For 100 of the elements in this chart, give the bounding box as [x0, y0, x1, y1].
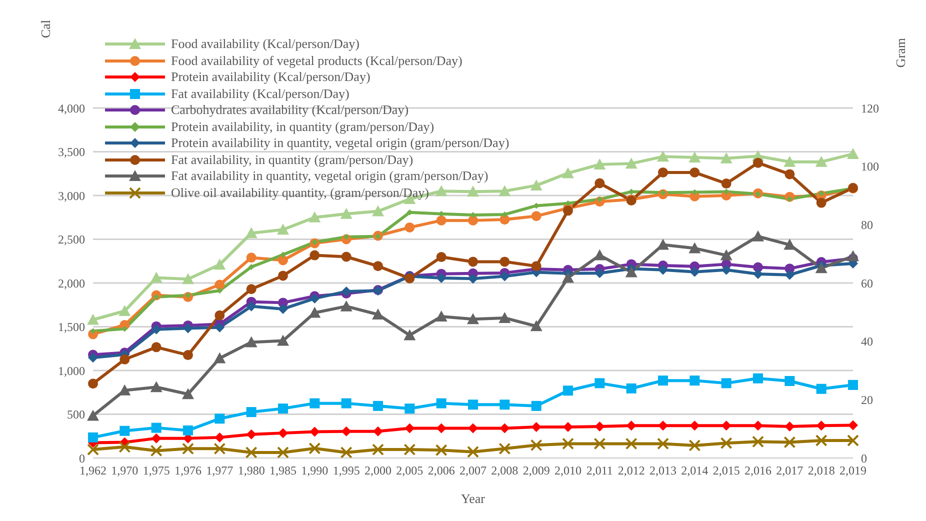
point — [467, 186, 479, 197]
legend-label: Fat availability (Kcal/person/Day) — [171, 86, 350, 102]
point — [784, 376, 795, 386]
y2-tick-label: 0 — [861, 451, 867, 466]
point — [753, 373, 763, 384]
point — [118, 440, 131, 453]
point — [341, 286, 352, 296]
point — [657, 238, 669, 250]
point — [151, 324, 162, 334]
y-axis-title: Cal — [38, 20, 54, 38]
point — [150, 272, 162, 283]
point — [246, 407, 256, 418]
point — [310, 398, 320, 408]
point — [784, 270, 795, 280]
point — [246, 301, 256, 312]
point — [277, 334, 289, 346]
point — [658, 376, 668, 386]
point — [310, 426, 320, 437]
point — [562, 438, 574, 450]
point — [88, 378, 98, 389]
point — [657, 438, 669, 450]
point — [753, 268, 763, 279]
point — [214, 442, 226, 455]
x-tick-label: 2,008 — [491, 464, 518, 478]
point — [753, 158, 763, 168]
point — [246, 252, 256, 263]
point — [815, 156, 828, 167]
point — [847, 148, 859, 159]
point — [150, 381, 162, 392]
point — [182, 273, 194, 284]
point — [308, 211, 321, 222]
y-tick-label: 500 — [67, 408, 85, 422]
legend-label: Protein availability, in quantity (gram/person/Day) — [171, 118, 434, 135]
point — [784, 436, 796, 448]
x-axis-title: Year — [461, 491, 486, 506]
point — [182, 388, 194, 400]
point — [690, 420, 700, 431]
point — [120, 354, 130, 364]
legend-label: Protein availability in quantity, vegetal origin (gram/person/Day) — [171, 135, 510, 152]
y2-tick-label: 80 — [861, 218, 873, 232]
point — [372, 308, 384, 320]
point — [563, 386, 573, 396]
point — [720, 437, 732, 450]
point — [151, 422, 162, 433]
x-tick-label: 1,976 — [174, 464, 202, 478]
point — [435, 444, 448, 456]
point — [278, 428, 288, 438]
point — [214, 414, 225, 424]
point — [594, 158, 606, 170]
point — [500, 400, 510, 410]
point — [245, 336, 258, 348]
legend-label: Protein availability (Kcal/person/Day) — [171, 69, 370, 86]
x-tick-label: 2,017 — [776, 464, 804, 478]
point — [468, 256, 478, 267]
x-tick-label: 1,990 — [301, 464, 328, 478]
point — [658, 264, 668, 275]
x-tick-label: 2,006 — [428, 464, 455, 478]
point — [278, 404, 288, 414]
x-tick-label: 2,005 — [396, 464, 424, 478]
point — [88, 432, 98, 442]
point — [721, 378, 732, 388]
point — [435, 185, 448, 196]
point — [308, 442, 321, 454]
point — [468, 215, 478, 226]
legend-label: Carbohydrates availability (Kcal/person/Day) — [171, 102, 409, 118]
x-tick-label: 2,007 — [460, 464, 486, 478]
point — [721, 420, 732, 431]
point — [594, 422, 605, 432]
x-tick-label: 2,015 — [712, 464, 740, 478]
point — [151, 433, 162, 444]
point — [720, 249, 732, 260]
point — [784, 422, 795, 432]
point — [150, 444, 162, 457]
y2-tick-label: 40 — [861, 334, 873, 349]
point — [87, 314, 99, 325]
point — [245, 227, 258, 238]
point — [340, 300, 352, 312]
y-tick-label: 3,500 — [58, 145, 85, 160]
x-tick-label: 2,019 — [840, 464, 866, 478]
point — [468, 423, 478, 434]
point — [214, 352, 226, 364]
point — [594, 438, 606, 450]
point — [688, 151, 701, 162]
point — [626, 420, 636, 431]
point — [594, 378, 605, 388]
point — [404, 423, 415, 434]
point — [214, 310, 225, 320]
point — [277, 224, 289, 235]
point — [122, 326, 128, 332]
x-tick-label: 2,014 — [681, 464, 708, 478]
x-tick-label: 1,980 — [238, 464, 265, 478]
point — [404, 222, 415, 232]
point — [562, 167, 574, 178]
point — [784, 156, 796, 167]
point — [214, 322, 225, 332]
x-tick-label: 1,975 — [142, 464, 170, 478]
x-tick-label: 1,970 — [111, 464, 138, 478]
point — [816, 384, 826, 394]
y-tick-label: 2,000 — [58, 276, 85, 290]
point — [277, 446, 289, 458]
